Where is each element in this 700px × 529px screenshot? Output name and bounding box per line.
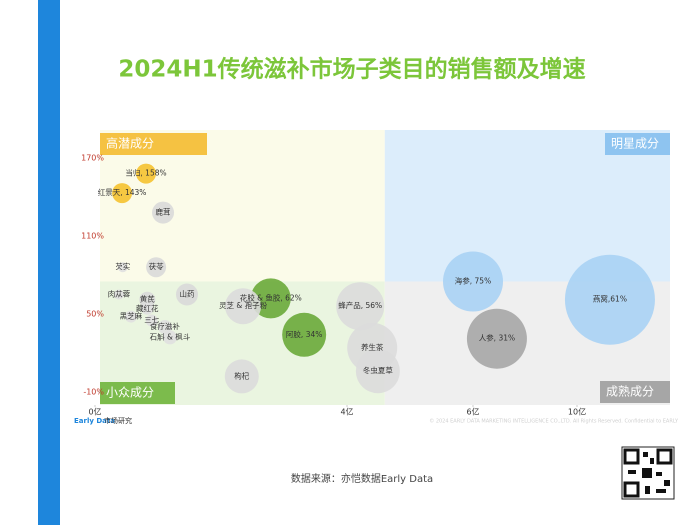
bubble-label: 人参, 31% (479, 333, 515, 343)
bubble-label: 石斛 & 枫斗 (150, 331, 191, 341)
side-bar (38, 0, 60, 525)
bubble (113, 289, 124, 300)
bubble-label: 黑芝麻 (120, 311, 143, 321)
source: 数据来源：亦恺数据Early Data (291, 472, 433, 485)
logo: Early Data (74, 417, 115, 425)
quadrant-label: 小众成分 (106, 386, 154, 400)
quadrant-label: 成熟成分 (606, 384, 654, 399)
bubble (139, 291, 156, 308)
quadrant-tag (100, 382, 175, 404)
bubble (146, 257, 167, 278)
bubble (175, 283, 198, 306)
bubble-label: 当归, 158% (125, 168, 166, 178)
bubble-label: 枸杞 (234, 370, 249, 380)
bubble-label: 茯苓 (149, 261, 164, 271)
bubble (117, 262, 128, 273)
bubble (466, 308, 527, 369)
bubble-label: 黄芪 (140, 294, 155, 304)
copyright: © 2024 EARLY DATA MARKETING INTELLIGENCE… (429, 418, 679, 425)
bubble-label: 养生茶 (361, 342, 384, 352)
bubble (336, 282, 385, 331)
quadrant-bg (100, 130, 385, 282)
bubble (145, 314, 158, 327)
quadrant-tag (605, 133, 670, 155)
bubble-label: 藏红花 (136, 303, 159, 313)
bubble (564, 254, 655, 345)
bubble (443, 251, 503, 312)
x-tick-label: 0亿 (88, 407, 101, 417)
x-tick-label: 6亿 (466, 407, 479, 417)
bubble-label: 山药 (179, 289, 194, 299)
x-tick-label: 10亿 (568, 407, 586, 417)
bubble-label: 冬虫夏草 (363, 365, 393, 375)
y-tick-label: -10% (83, 388, 104, 397)
y-tick-label: 170% (81, 154, 104, 163)
logo-sub: 市场研究 (104, 416, 132, 425)
bubble-label: 食疗滋补 (150, 321, 180, 331)
bubble-label: 海参, 75% (455, 276, 491, 286)
bubble-label: 肉苁蓉 (108, 289, 131, 299)
bubble-label: 鹿茸 (156, 207, 171, 217)
bubble-label: 三七 (144, 316, 159, 325)
bubble (225, 288, 262, 325)
bubble (157, 320, 172, 334)
bubble-label: 燕窝,61% (593, 294, 627, 304)
bubble-label: 花胶 & 鱼胶, 62% (240, 292, 302, 302)
bubble-label: 芡实 (115, 261, 130, 271)
bubble (136, 163, 157, 184)
bubble-label: 灵芝 & 孢子粉 (219, 300, 268, 310)
quadrant-bg (384, 130, 670, 282)
bubble (124, 310, 137, 323)
bubble (112, 183, 133, 204)
bubble (162, 330, 177, 345)
bubble-label: 红景天, 143% (98, 187, 147, 197)
chart-title: 2024H1传统滋补市场子类目的销售额及增速 (118, 56, 585, 83)
quadrant-tag (600, 381, 670, 403)
qr-code (621, 446, 675, 500)
bubble-label: 蜂产品, 56% (338, 300, 382, 310)
x-tick-label: 4亿 (340, 407, 353, 417)
quadrant-label: 高潜成分 (106, 136, 154, 151)
bubble (282, 312, 327, 357)
quadrant-tag (100, 133, 207, 155)
bubble (141, 302, 154, 315)
quadrant-label: 明星成分 (611, 137, 659, 151)
y-tick-label: 50% (86, 310, 104, 319)
bubble (224, 359, 259, 394)
bubble-label: 阿胶, 34% (286, 329, 322, 339)
y-tick-label: 110% (81, 232, 104, 241)
bubble (355, 349, 400, 394)
bubble (152, 201, 175, 224)
